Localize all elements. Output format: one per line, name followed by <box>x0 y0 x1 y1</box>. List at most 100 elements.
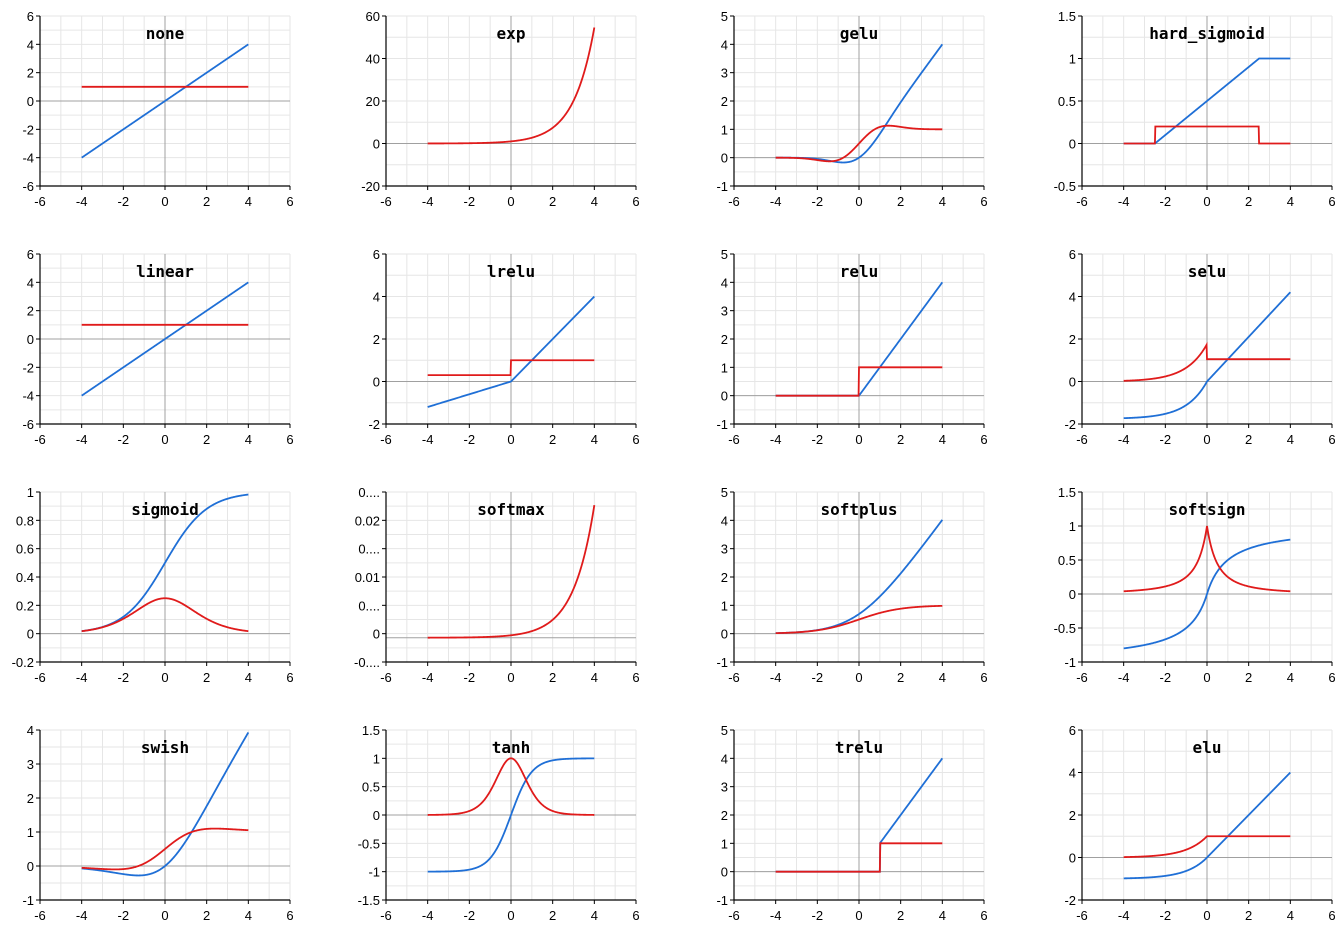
x-tick-label: 2 <box>549 670 556 685</box>
chart-panel-lrelu: -6 -4 -2 0 2 4 6 -2 0 2 4 6 lrelu <box>368 247 639 447</box>
series-line-derivative <box>1123 525 1291 593</box>
y-tick-label: 0 <box>27 94 34 109</box>
x-tick-label: 0 <box>1203 670 1210 685</box>
x-tick-label: -6 <box>34 670 46 685</box>
x-tick-label: -6 <box>380 670 392 685</box>
y-tick-label: 4 <box>721 513 728 528</box>
x-tick-label: 4 <box>591 432 598 447</box>
x-tick-label: 0 <box>161 432 168 447</box>
x-tick-label: 2 <box>1245 670 1252 685</box>
chart-title: gelu <box>840 24 879 43</box>
y-tick-label: 0.... <box>358 542 380 557</box>
y-tick-label: 1 <box>721 360 728 375</box>
chart-panel-swish: -6 -4 -2 0 2 4 6 -1 0 1 2 3 4 swish <box>22 723 293 923</box>
x-tick-label: -6 <box>728 908 740 923</box>
chart-title: trelu <box>835 738 883 757</box>
x-tick-label: -4 <box>422 670 434 685</box>
y-tick-label: -0.... <box>354 655 380 670</box>
y-tick-label: 6 <box>27 247 34 262</box>
x-tick-label: -6 <box>1076 432 1088 447</box>
x-tick-label: 4 <box>591 670 598 685</box>
x-tick-label: 0 <box>1203 908 1210 923</box>
series-line-function <box>81 43 249 159</box>
x-tick-label: -6 <box>1076 670 1088 685</box>
series-line-derivative <box>427 27 596 145</box>
y-tick-label: 2 <box>27 304 34 319</box>
series-line-function <box>427 757 595 873</box>
y-tick-label: -6 <box>22 179 34 194</box>
y-tick-label: 0.6 <box>16 542 34 557</box>
x-tick-label: 6 <box>1328 432 1335 447</box>
x-tick-label: 4 <box>1287 908 1294 923</box>
y-tick-label: 0.02 <box>355 513 380 528</box>
y-tick-label: 0 <box>373 375 380 390</box>
x-tick-label: -6 <box>34 908 46 923</box>
series-line-derivative <box>1123 835 1291 859</box>
x-tick-label: -2 <box>812 908 824 923</box>
y-tick-label: -2 <box>1064 893 1076 908</box>
y-tick-label: 6 <box>373 247 380 262</box>
y-tick-label: -2 <box>22 122 34 137</box>
y-tick-label: 4 <box>27 723 34 738</box>
x-tick-label: 4 <box>939 432 946 447</box>
series-line-function <box>1123 291 1291 420</box>
y-tick-label: -1 <box>22 893 34 908</box>
y-tick-label: 0.... <box>358 485 380 500</box>
y-tick-label: 60 <box>366 9 380 24</box>
y-tick-label: 0 <box>1069 375 1076 390</box>
y-tick-label: 0.01 <box>355 570 380 585</box>
chart-panel-hard_sigmoid: -6 -4 -2 0 2 4 6 -0.5 0 0.5 1 1.5 hard_sigmoid <box>1054 9 1336 209</box>
y-tick-label: 0 <box>27 332 34 347</box>
y-tick-label: 4 <box>1069 290 1076 305</box>
chart-panel-softplus: -6 -4 -2 0 2 4 6 -1 0 1 2 3 4 5 softplus <box>716 485 987 685</box>
x-tick-label: 6 <box>980 908 987 923</box>
y-tick-label: 4 <box>721 37 728 52</box>
y-tick-label: 5 <box>721 723 728 738</box>
y-tick-label: 0 <box>1069 851 1076 866</box>
x-tick-label: 6 <box>980 432 987 447</box>
series-line-derivative <box>775 124 943 163</box>
series-line-function <box>1123 771 1291 880</box>
y-tick-label: 1.5 <box>1058 485 1076 500</box>
chart-title: softplus <box>820 500 897 519</box>
x-tick-label: 4 <box>245 908 252 923</box>
y-tick-label: 0 <box>27 627 34 642</box>
x-tick-label: 4 <box>1287 432 1294 447</box>
chart-title: relu <box>840 262 879 281</box>
x-tick-label: -4 <box>76 194 88 209</box>
x-tick-label: -4 <box>1118 670 1130 685</box>
series-line-derivative <box>427 359 595 377</box>
x-tick-label: -2 <box>1160 670 1172 685</box>
chart-title: linear <box>136 262 194 281</box>
y-tick-label: 2 <box>27 66 34 81</box>
chart-panel-gelu: -6 -4 -2 0 2 4 6 -1 0 1 2 3 4 5 gelu <box>716 9 987 209</box>
x-tick-label: -6 <box>728 670 740 685</box>
x-tick-label: 2 <box>897 432 904 447</box>
x-tick-label: 4 <box>591 908 598 923</box>
x-tick-label: -4 <box>1118 194 1130 209</box>
x-tick-label: -4 <box>422 194 434 209</box>
series-line-derivative <box>1123 125 1291 145</box>
grid-lines <box>1081 253 1333 425</box>
chart-panel-relu: -6 -4 -2 0 2 4 6 -1 0 1 2 3 4 5 relu <box>716 247 987 447</box>
y-tick-label: 4 <box>373 290 380 305</box>
x-tick-label: -2 <box>1160 194 1172 209</box>
y-tick-label: -4 <box>22 151 34 166</box>
x-tick-label: 2 <box>203 670 210 685</box>
y-tick-label: 0.5 <box>1058 553 1076 568</box>
y-tick-label: -2 <box>22 360 34 375</box>
y-tick-label: 0.5 <box>362 780 380 795</box>
x-tick-label: -6 <box>1076 908 1088 923</box>
x-tick-label: -6 <box>34 194 46 209</box>
y-tick-label: -1 <box>1064 655 1076 670</box>
x-tick-label: 6 <box>632 432 639 447</box>
y-tick-label: -4 <box>22 389 34 404</box>
x-tick-label: 4 <box>1287 194 1294 209</box>
x-tick-label: 4 <box>245 194 252 209</box>
y-tick-label: 0 <box>373 627 380 642</box>
y-tick-label: -2 <box>1064 417 1076 432</box>
x-tick-label: 2 <box>897 194 904 209</box>
y-tick-label: 2 <box>373 332 380 347</box>
y-tick-label: -1 <box>716 655 728 670</box>
x-tick-label: -2 <box>464 670 476 685</box>
